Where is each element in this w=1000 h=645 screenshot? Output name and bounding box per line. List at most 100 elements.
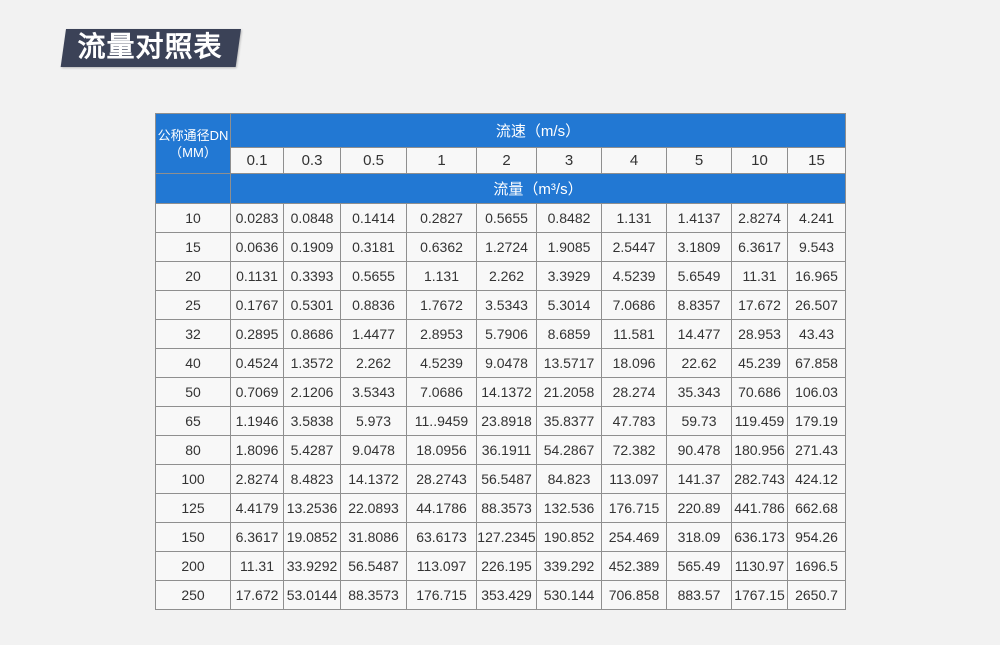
page-title: 流量对照表 <box>77 31 223 62</box>
flow-value-cell: 0.1909 <box>283 232 341 262</box>
velocity-column-header: 10 <box>731 147 788 174</box>
flow-value-cell: 54.2867 <box>536 435 602 465</box>
flow-value-cell: 22.0893 <box>340 493 407 523</box>
flow-value-cell: 0.1414 <box>340 203 407 233</box>
flow-value-cell: 2.1206 <box>283 377 341 407</box>
flow-value-cell: 180.956 <box>731 435 788 465</box>
flow-value-cell: 530.144 <box>536 580 602 610</box>
flow-value-cell: 88.3573 <box>476 493 537 523</box>
flow-value-cell: 47.783 <box>601 406 667 436</box>
flow-value-cell: 17.672 <box>230 580 284 610</box>
flow-value-cell: 1.131 <box>601 203 667 233</box>
flow-value-cell: 0.0848 <box>283 203 341 233</box>
velocity-column-header: 0.5 <box>340 147 407 174</box>
table-body: 10 0.0283 0.0848 0.1414 0.2827 0.5655 0.8482 1.… <box>155 203 847 610</box>
flow-value-cell: 1130.97 <box>731 551 788 581</box>
flow-value-cell: 1.9085 <box>536 232 602 262</box>
flow-value-cell: 113.097 <box>406 551 477 581</box>
flow-value-cell: 5.3014 <box>536 290 602 320</box>
flow-value-cell: 72.382 <box>601 435 667 465</box>
flow-value-cell: 127.2345 <box>476 522 537 552</box>
flow-value-cell: 17.672 <box>731 290 788 320</box>
table-row: 100 2.8274 8.4823 14.1372 28.2743 56.5487 84.8… <box>155 464 847 494</box>
flow-value-cell: 13.5717 <box>536 348 602 378</box>
flow-value-cell: 4.5239 <box>406 348 477 378</box>
flow-value-cell: 44.1786 <box>406 493 477 523</box>
flow-value-cell: 8.6859 <box>536 319 602 349</box>
flow-value-cell: 706.858 <box>601 580 667 610</box>
dn-cell: 15 <box>155 232 231 262</box>
flow-value-cell: 59.73 <box>666 406 732 436</box>
flow-value-cell: 271.43 <box>786 435 847 465</box>
flow-value-cell: 1767.15 <box>731 580 788 610</box>
corner-header-line2: （MM） <box>169 144 217 160</box>
velocity-column-header: 0.1 <box>230 147 284 174</box>
dn-cell: 65 <box>155 406 231 436</box>
page-title-badge: 流量对照表 <box>60 29 242 67</box>
flow-value-cell: 0.8482 <box>536 203 602 233</box>
table-row: 20 0.1131 0.3393 0.5655 1.131 2.262 3.3929 4.52… <box>155 261 847 291</box>
flow-value-cell: 0.0636 <box>230 232 284 262</box>
flow-value-cell: 4.5239 <box>601 261 667 291</box>
velocity-column-header: 0.3 <box>283 147 341 174</box>
dn-cell: 10 <box>155 203 231 233</box>
flow-value-cell: 90.478 <box>666 435 732 465</box>
flow-value-cell: 26.507 <box>786 290 847 320</box>
flow-value-cell: 2.8274 <box>230 464 284 494</box>
flow-value-cell: 0.8836 <box>340 290 407 320</box>
flow-value-cell: 254.469 <box>601 522 667 552</box>
flow-value-cell: 22.62 <box>666 348 732 378</box>
flow-value-cell: 88.3573 <box>340 580 407 610</box>
velocity-values-row: 0.1 0.3 0.5 1 2 3 4 5 10 15 <box>156 147 847 174</box>
flow-value-cell: 452.389 <box>601 551 667 581</box>
table-row: 25 0.1767 0.5301 0.8836 1.7672 3.5343 5.3014 7.… <box>155 290 847 320</box>
velocity-column-header: 15 <box>786 147 847 174</box>
flow-value-cell: 14.1372 <box>340 464 407 494</box>
flow-value-cell: 5.4287 <box>283 435 341 465</box>
flow-value-cell: 441.786 <box>731 493 788 523</box>
table-header: 公称通径DN （MM） 流速（m/s） 0.1 0.3 0.5 1 2 3 4 5 10 15 流… <box>155 113 847 204</box>
flow-value-cell: 56.5487 <box>476 464 537 494</box>
flow-header-row: 流量（m³/s） <box>155 173 847 204</box>
flow-value-cell: 14.1372 <box>476 377 537 407</box>
dn-cell: 150 <box>155 522 231 552</box>
flow-value-cell: 1.7672 <box>406 290 477 320</box>
flow-value-cell: 1696.5 <box>786 551 847 581</box>
flow-value-cell: 0.5655 <box>476 203 537 233</box>
velocity-header-cell: 流速（m/s） <box>229 113 847 148</box>
velocity-column-header: 5 <box>666 147 732 174</box>
flow-value-cell: 0.4524 <box>230 348 284 378</box>
flow-value-cell: 45.239 <box>731 348 788 378</box>
dn-cell: 200 <box>155 551 231 581</box>
flow-value-cell: 1.4477 <box>340 319 407 349</box>
corner-header-line1: 公称通径DN <box>157 127 229 143</box>
flow-value-cell: 3.5343 <box>476 290 537 320</box>
flow-value-cell: 2.8953 <box>406 319 477 349</box>
flow-value-cell: 70.686 <box>731 377 788 407</box>
dn-cell: 20 <box>155 261 231 291</box>
flow-value-cell: 5.7906 <box>476 319 537 349</box>
dn-cell: 25 <box>155 290 231 320</box>
flow-value-cell: 1.3572 <box>283 348 341 378</box>
flow-value-cell: 113.097 <box>601 464 667 494</box>
flow-value-cell: 3.5343 <box>340 377 407 407</box>
flow-value-cell: 11.31 <box>731 261 788 291</box>
flow-value-cell: 14.477 <box>666 319 732 349</box>
flow-value-cell: 226.195 <box>476 551 537 581</box>
table-row: 80 1.8096 5.4287 9.0478 18.0956 36.1911 54.286… <box>155 435 847 465</box>
flow-value-cell: 2.5447 <box>601 232 667 262</box>
flow-value-cell: 35.343 <box>666 377 732 407</box>
flow-value-cell: 3.5838 <box>283 406 341 436</box>
flow-value-cell: 56.5487 <box>340 551 407 581</box>
flow-value-cell: 662.68 <box>786 493 847 523</box>
flow-value-cell: 35.8377 <box>536 406 602 436</box>
flow-value-cell: 11..9459 <box>406 406 477 436</box>
table-row: 125 4.4179 13.2536 22.0893 44.1786 88.3573 132… <box>155 493 847 523</box>
flow-value-cell: 19.0852 <box>283 522 341 552</box>
dn-cell: 100 <box>155 464 231 494</box>
flow-value-cell: 1.4137 <box>666 203 732 233</box>
flow-value-cell: 1.2724 <box>476 232 537 262</box>
table-row: 10 0.0283 0.0848 0.1414 0.2827 0.5655 0.8482 1.… <box>155 203 847 233</box>
flow-value-cell: 9.0478 <box>340 435 407 465</box>
